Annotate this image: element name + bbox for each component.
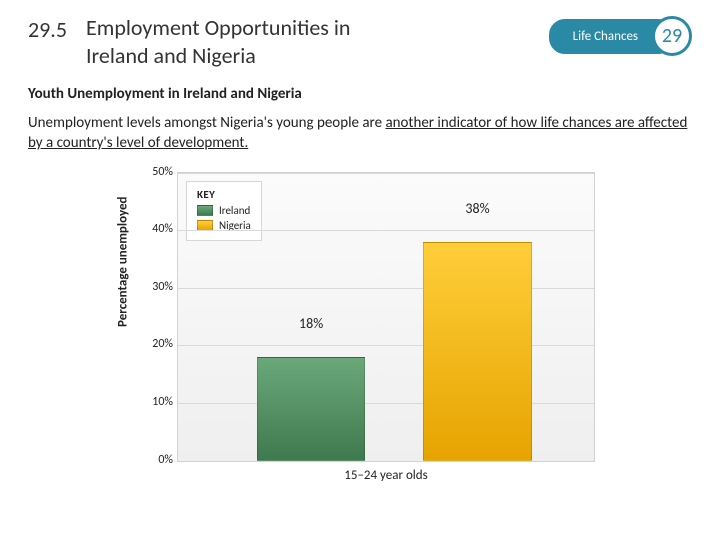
x-axis-label: 15–24 year olds <box>177 468 595 483</box>
gridline <box>178 403 594 404</box>
chapter-badge: Life Chances 29 <box>549 14 692 56</box>
y-tick-label: 50% <box>152 165 173 179</box>
body-text: Unemployment levels amongst Nigeria's yo… <box>28 113 688 154</box>
bar-label-ireland: 18% <box>299 315 323 336</box>
y-ticks: 0%10%20%30%40%50% <box>143 172 177 483</box>
y-tick-label: 30% <box>152 280 173 294</box>
y-tick-label: 0% <box>158 453 173 467</box>
y-tick-label: 40% <box>152 222 173 236</box>
page-title: Employment Opportunities in Ireland and … <box>86 14 416 69</box>
plot-area: 18% 38% <box>178 173 594 461</box>
gridline <box>178 288 594 289</box>
gridline <box>178 230 594 231</box>
chart: Percentage unemployed 0%10%20%30%40%50% … <box>125 172 595 483</box>
gridline <box>178 345 594 346</box>
chapter-number: 29 <box>652 16 692 56</box>
body-prefix: Unemployment levels amongst Nigeria's yo… <box>28 114 385 132</box>
subheading: Youth Unemployment in Ireland and Nigeri… <box>28 85 692 103</box>
header: 29.5 Employment Opportunities in Ireland… <box>28 14 692 69</box>
slide: 29.5 Employment Opportunities in Ireland… <box>0 0 720 540</box>
y-tick-label: 20% <box>152 337 173 351</box>
section-number: 29.5 <box>28 14 72 43</box>
chart-area: KEY IrelandNigeria 18%38% <box>177 172 595 462</box>
bar-ireland <box>257 357 365 461</box>
y-tick-label: 10% <box>152 395 173 409</box>
bar-label-nigeria: 38% <box>465 200 489 221</box>
bar-nigeria <box>423 242 531 461</box>
y-axis-label: Percentage unemployed <box>116 196 131 327</box>
gridline <box>178 173 594 174</box>
